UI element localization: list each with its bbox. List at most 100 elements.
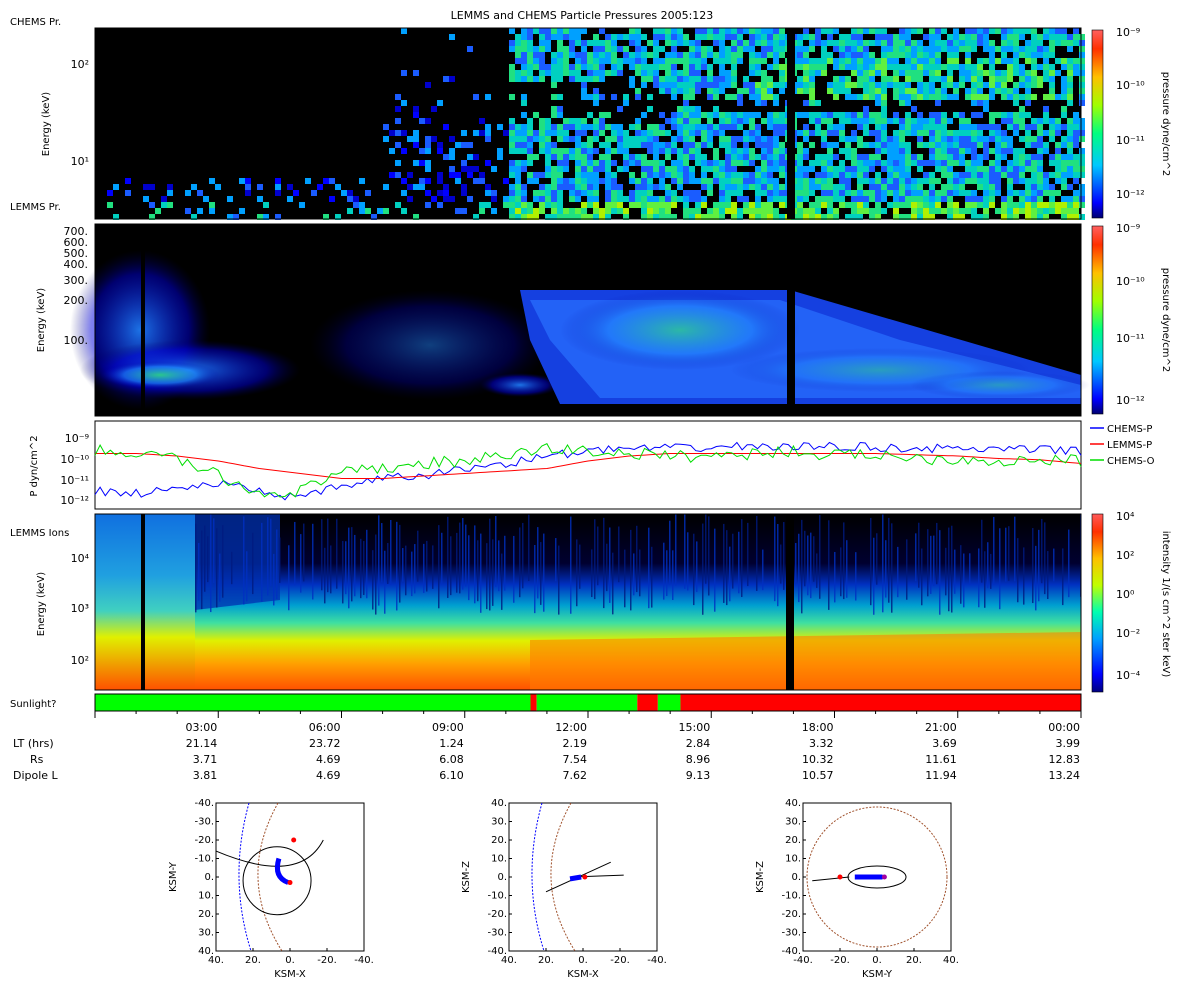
chems-heatmap-cell bbox=[929, 118, 935, 124]
chems-heatmap-cell bbox=[611, 160, 617, 166]
chems-heatmap-cell bbox=[899, 166, 905, 172]
chems-heatmap-cell bbox=[851, 82, 857, 88]
chems-heatmap-cell bbox=[491, 190, 497, 196]
chems-heatmap-cell bbox=[1025, 124, 1031, 130]
chems-heatmap-cell bbox=[587, 64, 593, 70]
chems-heatmap-cell bbox=[905, 148, 911, 154]
chems-heatmap-cell bbox=[911, 208, 917, 214]
chems-heatmap-cell bbox=[515, 58, 521, 64]
chems-heatmap-cell bbox=[665, 82, 671, 88]
chems-heatmap-cell bbox=[815, 214, 821, 220]
chems-heatmap-cell bbox=[347, 196, 353, 202]
chems-heatmap-cell bbox=[845, 166, 851, 172]
chems-heatmap-cell bbox=[845, 94, 851, 100]
chems-heatmap-cell bbox=[557, 106, 563, 112]
chems-heatmap-cell bbox=[641, 112, 647, 118]
chems-heatmap-cell bbox=[827, 172, 833, 178]
chems-heatmap-cell bbox=[995, 178, 1001, 184]
chems-heatmap-cell bbox=[1037, 154, 1043, 160]
chems-heatmap-cell bbox=[749, 136, 755, 142]
chems-heatmap-cell bbox=[1073, 142, 1079, 148]
chems-heatmap-cell bbox=[989, 166, 995, 172]
chems-heatmap-cell bbox=[971, 166, 977, 172]
chems-heatmap-cell bbox=[689, 136, 695, 142]
chems-heatmap-cell bbox=[683, 76, 689, 82]
chems-heatmap-cell bbox=[551, 76, 557, 82]
chems-heatmap-cell bbox=[893, 88, 899, 94]
chems-heatmap-cell bbox=[995, 70, 1001, 76]
chems-heatmap-cell bbox=[1037, 208, 1043, 214]
chems-heatmap-cell bbox=[893, 112, 899, 118]
chems-heatmap-cell bbox=[851, 34, 857, 40]
ions-heatmap-cell bbox=[480, 533, 482, 613]
chems-heatmap-cell bbox=[353, 196, 359, 202]
chems-heatmap-cell bbox=[1073, 196, 1079, 202]
chems-heatmap-cell bbox=[815, 202, 821, 208]
chems-heatmap-cell bbox=[887, 154, 893, 160]
chems-heatmap-cell bbox=[533, 196, 539, 202]
ions-heatmap-cell bbox=[984, 551, 986, 608]
chems-heatmap-cell bbox=[749, 64, 755, 70]
chems-heatmap-cell bbox=[641, 154, 647, 160]
chems-heatmap-cell bbox=[863, 196, 869, 202]
chems-heatmap-cell bbox=[1025, 46, 1031, 52]
chems-heatmap-cell bbox=[917, 208, 923, 214]
sunlight-segments bbox=[95, 694, 1081, 711]
ephemeris-value: 3.99 bbox=[1056, 737, 1081, 750]
chems-heatmap-cell bbox=[797, 208, 803, 214]
chems-heatmap-cell bbox=[635, 88, 641, 94]
chems-heatmap-cell bbox=[749, 178, 755, 184]
ions-heatmap-cell bbox=[252, 532, 254, 595]
chems-heatmap-cell bbox=[1073, 40, 1079, 46]
chems-heatmap-cell bbox=[227, 196, 233, 202]
chems-heatmap-cell bbox=[635, 196, 641, 202]
chems-heatmap-cell bbox=[167, 202, 173, 208]
chems-heatmap-cell bbox=[671, 64, 677, 70]
chems-heatmap-cell bbox=[461, 190, 467, 196]
chems-heatmap-cell bbox=[851, 214, 857, 220]
chems-heatmap-cell bbox=[683, 136, 689, 142]
chems-heatmap-cell bbox=[695, 160, 701, 166]
chems-heatmap-cell bbox=[905, 124, 911, 130]
chems-heatmap-cell bbox=[683, 40, 689, 46]
chems-heatmap-cell bbox=[695, 190, 701, 196]
trajectory-segment bbox=[569, 874, 582, 882]
chems-heatmap-cell bbox=[1031, 202, 1037, 208]
chems-heatmap-cell bbox=[539, 76, 545, 82]
chems-heatmap-cell bbox=[713, 124, 719, 130]
chems-heatmap-cell bbox=[533, 64, 539, 70]
chems-heatmap-cell bbox=[407, 172, 413, 178]
chems-heatmap-cell bbox=[797, 130, 803, 136]
chems-heatmap-cell bbox=[857, 208, 863, 214]
ions-heatmap-cell bbox=[543, 533, 545, 612]
chems-heatmap-cell bbox=[677, 184, 683, 190]
chems-heatmap-cell bbox=[977, 34, 983, 40]
chems-heatmap-cell bbox=[671, 46, 677, 52]
chems-heatmap-cell bbox=[833, 40, 839, 46]
chems-heatmap-cell bbox=[929, 64, 935, 70]
chems-heatmap-cell bbox=[899, 82, 905, 88]
chems-heatmap-cell bbox=[1037, 190, 1043, 196]
chems-heatmap-cell bbox=[1031, 94, 1037, 100]
chems-heatmap-cell bbox=[395, 118, 401, 124]
chems-heatmap-cell bbox=[719, 70, 725, 76]
chems-heatmap-cell bbox=[1079, 70, 1085, 76]
orbit-y-tick-label: -10. bbox=[194, 854, 214, 865]
chems-heatmap-cell bbox=[545, 124, 551, 130]
chems-heatmap-cell bbox=[821, 172, 827, 178]
chems-heatmap-cell bbox=[875, 112, 881, 118]
chems-heatmap-cell bbox=[1001, 214, 1007, 220]
chems-heatmap-cell bbox=[569, 76, 575, 82]
chems-heatmap-cell bbox=[629, 172, 635, 178]
chems-heatmap-cell bbox=[761, 166, 767, 172]
chems-heatmap-cell bbox=[527, 70, 533, 76]
chems-heatmap-cell bbox=[581, 214, 587, 220]
chems-heatmap-cell bbox=[935, 76, 941, 82]
chems-heatmap-cell bbox=[767, 172, 773, 178]
chems-heatmap-cell bbox=[689, 58, 695, 64]
chems-heatmap-cell bbox=[731, 154, 737, 160]
ions-heatmap-cell bbox=[708, 516, 710, 596]
time-tick-label: 12:00 bbox=[555, 721, 587, 734]
chems-heatmap-cell bbox=[863, 154, 869, 160]
chems-heatmap-cell bbox=[905, 130, 911, 136]
